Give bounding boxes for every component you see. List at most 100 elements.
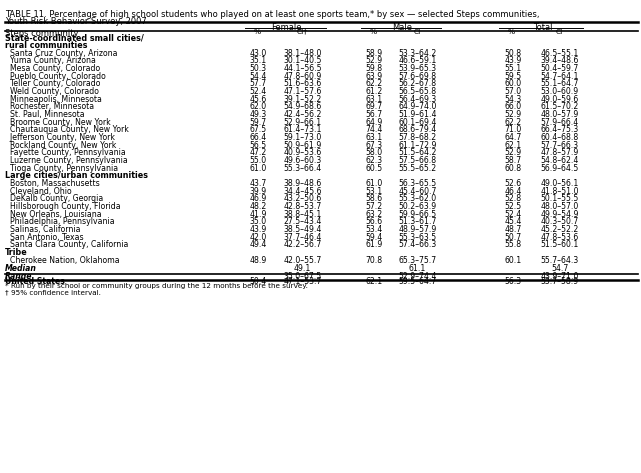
Text: 61.5–70.2: 61.5–70.2 xyxy=(540,103,579,112)
Text: 43.9: 43.9 xyxy=(250,225,267,234)
Text: 42.0: 42.0 xyxy=(250,233,267,242)
Text: TABLE 11. Percentage of high school students who played on at least one sports t: TABLE 11. Percentage of high school stud… xyxy=(5,10,540,19)
Text: 52.4: 52.4 xyxy=(504,210,521,219)
Text: 62.3: 62.3 xyxy=(366,156,383,165)
Text: 47.1–53.7: 47.1–53.7 xyxy=(283,277,322,286)
Text: 55.7–64.3: 55.7–64.3 xyxy=(540,256,579,265)
Text: DeKalb County, Georgia: DeKalb County, Georgia xyxy=(5,194,103,203)
Text: Total: Total xyxy=(533,23,553,32)
Text: State-coordinated small cities/: State-coordinated small cities/ xyxy=(5,34,144,43)
Text: 65.3–75.7: 65.3–75.7 xyxy=(398,256,437,265)
Text: 38.1–48.0: 38.1–48.0 xyxy=(283,49,322,58)
Text: Cleveland, Ohio: Cleveland, Ohio xyxy=(5,187,72,196)
Text: 46.5–55.1: 46.5–55.1 xyxy=(540,49,579,58)
Text: 63.2: 63.2 xyxy=(366,210,383,219)
Text: CI: CI xyxy=(556,29,563,35)
Text: 52.9: 52.9 xyxy=(366,56,383,65)
Text: Rockland County, New York: Rockland County, New York xyxy=(5,141,117,150)
Text: 59.5: 59.5 xyxy=(504,72,521,81)
Text: 57.7–66.3: 57.7–66.3 xyxy=(540,141,579,150)
Text: 48.0–57.0: 48.0–57.0 xyxy=(540,202,579,211)
Text: 51.6–63.6: 51.6–63.6 xyxy=(283,79,322,88)
Text: 57.4–66.3: 57.4–66.3 xyxy=(398,240,437,249)
Text: Large cities/urban communities: Large cities/urban communities xyxy=(5,171,148,180)
Text: Female: Female xyxy=(272,23,302,32)
Text: Cherokee Nation, Oklahoma: Cherokee Nation, Oklahoma xyxy=(5,256,120,265)
Text: 44.1–56.5: 44.1–56.5 xyxy=(283,64,322,73)
Text: St. Paul, Minnesota: St. Paul, Minnesota xyxy=(5,110,85,119)
Text: 52.9: 52.9 xyxy=(504,110,521,119)
Text: 30.1–40.5: 30.1–40.5 xyxy=(283,56,322,65)
Text: 66.4–75.3: 66.4–75.3 xyxy=(540,125,579,134)
Text: 40.3–50.7: 40.3–50.7 xyxy=(540,218,579,227)
Text: 50.2–63.9: 50.2–63.9 xyxy=(398,202,437,211)
Text: 56.3–65.5: 56.3–65.5 xyxy=(398,179,437,188)
Text: 48.0–57.9: 48.0–57.9 xyxy=(540,110,579,119)
Text: 60.4–68.8: 60.4–68.8 xyxy=(540,133,579,142)
Text: Tioga County, Pennsylvania: Tioga County, Pennsylvania xyxy=(5,164,118,173)
Text: 62.2: 62.2 xyxy=(366,79,383,88)
Text: 62.1: 62.1 xyxy=(504,141,521,150)
Text: 45.2–52.2: 45.2–52.2 xyxy=(540,225,579,234)
Text: 61.0: 61.0 xyxy=(366,179,383,188)
Text: 56.5: 56.5 xyxy=(250,141,267,150)
Text: Yuma County, Arizona: Yuma County, Arizona xyxy=(5,56,96,65)
Text: 51.5–60.1: 51.5–60.1 xyxy=(540,240,579,249)
Text: 54.7: 54.7 xyxy=(551,264,568,273)
Text: 59.4: 59.4 xyxy=(366,233,383,242)
Text: 55.1–64.7: 55.1–64.7 xyxy=(540,79,579,88)
Text: 42.4–56.2: 42.4–56.2 xyxy=(283,110,322,119)
Text: 59.9–66.5: 59.9–66.5 xyxy=(398,210,437,219)
Text: 53.3–64.2: 53.3–64.2 xyxy=(398,49,437,58)
Text: 43.9: 43.9 xyxy=(504,56,521,65)
Text: Jefferson County, New York: Jefferson County, New York xyxy=(5,133,115,142)
Text: 42.2–56.7: 42.2–56.7 xyxy=(283,240,322,249)
Text: 49.0–56.1: 49.0–56.1 xyxy=(540,179,579,188)
Text: 68.6–79.4: 68.6–79.4 xyxy=(398,125,437,134)
Text: 53.1: 53.1 xyxy=(366,187,383,196)
Text: 63.9: 63.9 xyxy=(366,72,383,81)
Text: 59.7: 59.7 xyxy=(250,118,267,127)
Text: 38.9–48.6: 38.9–48.6 xyxy=(283,179,322,188)
Text: 50.7: 50.7 xyxy=(504,233,521,242)
Text: 59.5–64.7: 59.5–64.7 xyxy=(398,277,437,286)
Text: 43.9–71.0: 43.9–71.0 xyxy=(540,272,579,281)
Text: 41.9: 41.9 xyxy=(249,210,267,219)
Text: 57.7: 57.7 xyxy=(250,79,267,88)
Text: Minneapolis, Minnesota: Minneapolis, Minnesota xyxy=(5,95,102,104)
Text: 53.9–65.3: 53.9–65.3 xyxy=(398,64,437,73)
Text: 47.8–60.9: 47.8–60.9 xyxy=(283,72,322,81)
Text: 60.5: 60.5 xyxy=(366,164,383,173)
Text: * Run by their school or community groups during the 12 months before the survey: * Run by their school or community group… xyxy=(5,283,308,289)
Text: 52.9: 52.9 xyxy=(504,149,521,158)
Text: 62.1: 62.1 xyxy=(366,277,383,286)
Text: New Orleans, Louisiana: New Orleans, Louisiana xyxy=(5,210,102,219)
Text: 49.9–54.9: 49.9–54.9 xyxy=(540,210,579,219)
Text: 48.7: 48.7 xyxy=(504,225,521,234)
Text: 62.0: 62.0 xyxy=(250,103,267,112)
Text: 35.1: 35.1 xyxy=(250,56,267,65)
Text: Youth Risk Behavior Survey, 2007: Youth Risk Behavior Survey, 2007 xyxy=(5,18,147,26)
Text: %: % xyxy=(508,29,515,35)
Text: 45.4: 45.4 xyxy=(504,218,522,227)
Text: 55.1: 55.1 xyxy=(504,64,521,73)
Text: San Antonio, Texas: San Antonio, Texas xyxy=(5,233,84,242)
Text: 52.4: 52.4 xyxy=(250,87,267,96)
Text: 39.4–48.6: 39.4–48.6 xyxy=(540,56,579,65)
Text: 62.2: 62.2 xyxy=(504,118,521,127)
Text: 74.4: 74.4 xyxy=(365,125,383,134)
Text: United States: United States xyxy=(5,277,65,286)
Text: 52.9–74.4: 52.9–74.4 xyxy=(398,272,437,281)
Text: 55.5–65.2: 55.5–65.2 xyxy=(398,164,437,173)
Text: 60.1–69.4: 60.1–69.4 xyxy=(398,118,437,127)
Text: 46.4: 46.4 xyxy=(504,187,522,196)
Text: 66.0: 66.0 xyxy=(504,103,521,112)
Text: 58.0: 58.0 xyxy=(366,149,383,158)
Text: Steps community: Steps community xyxy=(5,29,79,38)
Text: 56.6: 56.6 xyxy=(366,218,383,227)
Text: 49.0–59.6: 49.0–59.6 xyxy=(540,95,579,104)
Text: Hillsborough County, Florida: Hillsborough County, Florida xyxy=(5,202,121,211)
Text: 52.9–66.1: 52.9–66.1 xyxy=(283,118,322,127)
Text: 53.4: 53.4 xyxy=(366,225,383,234)
Text: 43.0: 43.0 xyxy=(250,49,267,58)
